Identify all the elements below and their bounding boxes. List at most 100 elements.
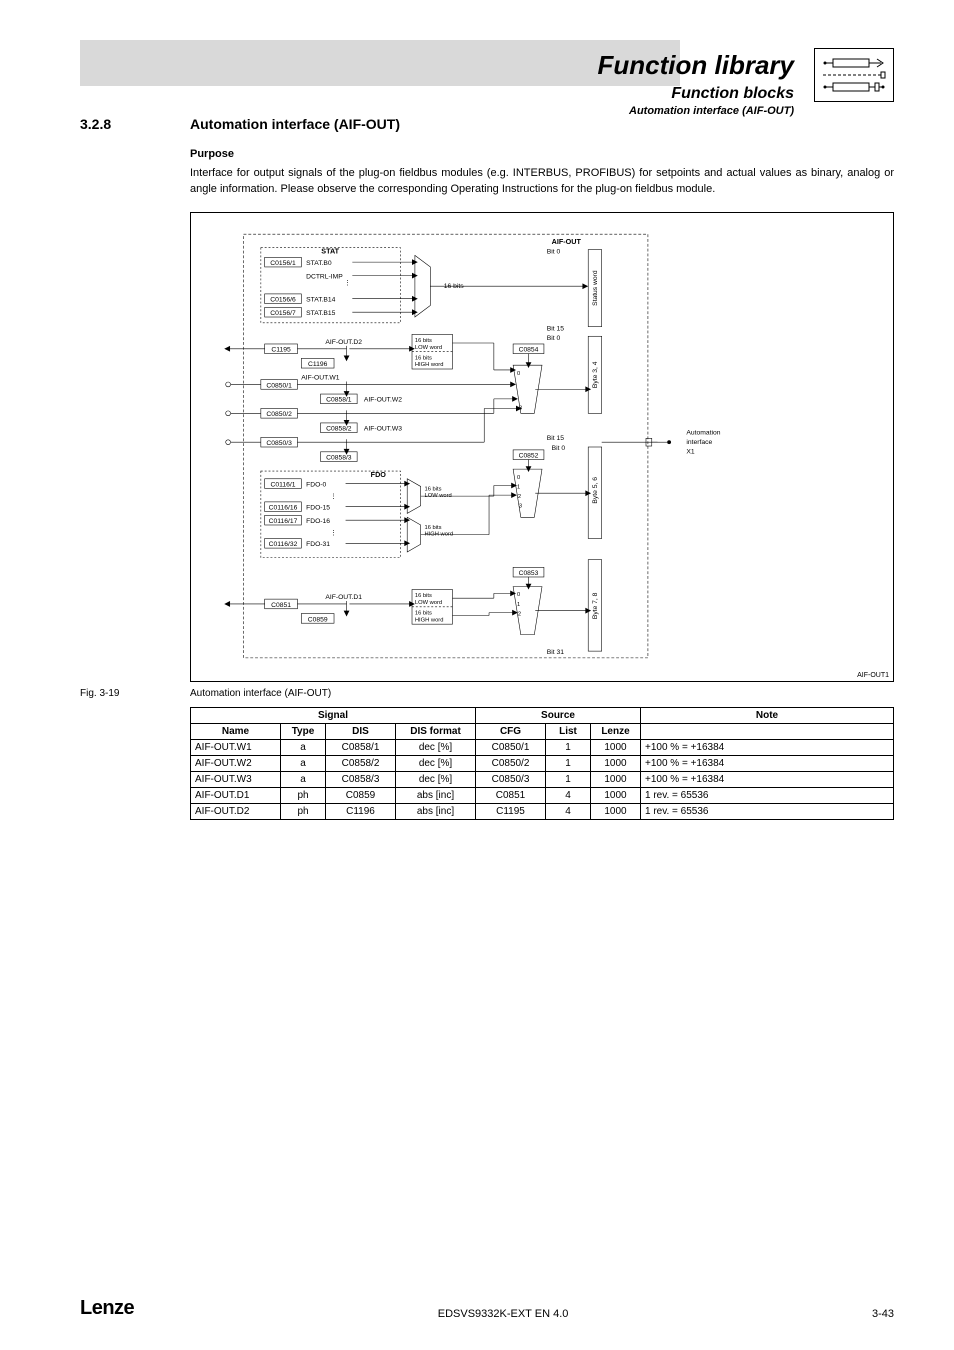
- svg-text:Byte 5, 6: Byte 5, 6: [592, 477, 599, 504]
- page-number: 3-43: [872, 1308, 894, 1320]
- svg-text:C0858/3: C0858/3: [326, 454, 352, 461]
- svg-text:2: 2: [518, 611, 521, 617]
- signal-table: Signal Source Note Name Type DIS DIS for…: [190, 707, 894, 820]
- svg-text:C0858/1: C0858/1: [326, 397, 352, 404]
- th-lenze: Lenze: [591, 723, 641, 739]
- svg-text:LOW word: LOW word: [415, 600, 442, 606]
- purpose-heading: Purpose: [190, 148, 894, 160]
- svg-text:FDO-15: FDO-15: [306, 504, 330, 511]
- svg-text:⋮: ⋮: [330, 493, 337, 500]
- diag-stat-label: STAT: [321, 246, 339, 255]
- svg-text:1: 1: [517, 602, 520, 608]
- svg-text:FDO: FDO: [371, 470, 387, 479]
- svg-text:Bit 31: Bit 31: [547, 649, 564, 656]
- svg-text:AIF-OUT.W2: AIF-OUT.W2: [364, 397, 402, 404]
- brand-logo: Lenze: [80, 1297, 134, 1320]
- svg-text:16 bits: 16 bits: [425, 486, 442, 492]
- svg-text:16 bits: 16 bits: [444, 283, 464, 290]
- svg-text:C0116/17: C0116/17: [269, 518, 298, 525]
- svg-text:interface: interface: [686, 439, 712, 446]
- svg-text:HIGH word: HIGH word: [415, 617, 444, 623]
- svg-text:C1196: C1196: [308, 361, 328, 368]
- table-body: AIF-OUT.W1aC0858/1dec [%]C0850/111000+10…: [191, 739, 894, 819]
- th-disfmt: DIS format: [396, 723, 476, 739]
- svg-text:Bit 15: Bit 15: [547, 325, 564, 332]
- header-text-group: Function library Function blocks Automat…: [598, 50, 794, 117]
- svg-text:FDO-16: FDO-16: [306, 518, 330, 525]
- table-row: AIF-OUT.W3aC0858/3dec [%]C0850/311000+10…: [191, 771, 894, 787]
- svg-text:DCTRL-IMP: DCTRL-IMP: [306, 273, 343, 280]
- svg-text:HIGH word: HIGH word: [415, 362, 444, 368]
- page-header: Function library Function blocks Automat…: [80, 40, 894, 86]
- svg-text:Bit 15: Bit 15: [547, 435, 564, 442]
- svg-text:C0859: C0859: [308, 616, 328, 623]
- purpose-text: Interface for output signals of the plug…: [190, 166, 894, 198]
- doc-id: EDSVS9332K-EXT EN 4.0: [438, 1308, 569, 1320]
- svg-text:C0116/16: C0116/16: [269, 504, 298, 511]
- th-cfg: CFG: [476, 723, 546, 739]
- svg-text:C0116/32: C0116/32: [269, 541, 298, 548]
- header-stripe: [80, 40, 680, 86]
- svg-text:16 bits: 16 bits: [415, 355, 432, 361]
- svg-text:C1195: C1195: [271, 347, 291, 354]
- svg-text:3: 3: [519, 504, 522, 510]
- svg-text:AIF-OUT.D1: AIF-OUT.D1: [325, 594, 362, 601]
- svg-text:16 bits: 16 bits: [425, 525, 442, 531]
- figure-label: Fig. 3-19: [80, 688, 190, 699]
- table-row: AIF-OUT.W1aC0858/1dec [%]C0850/111000+10…: [191, 739, 894, 755]
- svg-text:0: 0: [517, 371, 520, 377]
- figure-caption: Automation interface (AIF-OUT): [190, 688, 331, 699]
- svg-text:Automation: Automation: [686, 429, 720, 436]
- block-diagram: AIF-OUT STAT C0156/1 STAT.B0 DCTRL-IMP ⋮…: [190, 212, 894, 682]
- diag-title: AIF-OUT: [552, 237, 582, 246]
- svg-text:1: 1: [517, 484, 520, 490]
- header-subtitle: Function blocks: [598, 85, 794, 103]
- table-row: AIF-OUT.D2phC1196abs [inc]C1195410001 re…: [191, 803, 894, 819]
- svg-text:STAT.B14: STAT.B14: [306, 296, 336, 303]
- svg-text:C0851: C0851: [271, 602, 291, 609]
- svg-text:C0156/6: C0156/6: [270, 296, 296, 303]
- th-signal: Signal: [191, 707, 476, 723]
- header-icon: [814, 48, 894, 102]
- svg-text:STAT.B15: STAT.B15: [306, 310, 336, 317]
- th-type: Type: [281, 723, 326, 739]
- page: Function library Function blocks Automat…: [0, 0, 954, 1350]
- section-heading-row: 3.2.8 Automation interface (AIF-OUT): [80, 116, 894, 132]
- svg-text:16 bits: 16 bits: [415, 338, 432, 344]
- svg-text:AIF-OUT.D2: AIF-OUT.D2: [325, 339, 362, 346]
- svg-text:FDO-0: FDO-0: [306, 481, 326, 488]
- table-row: AIF-OUT.W2aC0858/2dec [%]C0850/211000+10…: [191, 755, 894, 771]
- svg-text:Byte 3, 4: Byte 3, 4: [592, 361, 599, 388]
- svg-text:⋮: ⋮: [330, 529, 337, 536]
- header-subsubtitle: Automation interface (AIF-OUT): [598, 105, 794, 117]
- svg-text:C0853: C0853: [519, 570, 539, 577]
- svg-text:C0850/3: C0850/3: [266, 440, 292, 447]
- content-body: Purpose Interface for output signals of …: [190, 148, 894, 682]
- svg-text:C0852: C0852: [519, 452, 539, 459]
- svg-text:16 bits: 16 bits: [415, 593, 432, 599]
- table-row: AIF-OUT.D1phC0859abs [inc]C0851410001 re…: [191, 787, 894, 803]
- svg-text:2: 2: [518, 494, 521, 500]
- svg-text:Status word: Status word: [592, 270, 599, 306]
- table-wrap: Signal Source Note Name Type DIS DIS for…: [190, 707, 894, 820]
- svg-text:C0854: C0854: [519, 347, 539, 354]
- svg-text:X1: X1: [686, 449, 694, 456]
- svg-text:C0850/1: C0850/1: [266, 382, 292, 389]
- section-number: 3.2.8: [80, 116, 190, 132]
- page-footer: Lenze EDSVS9332K-EXT EN 4.0 3-43: [80, 1297, 894, 1320]
- svg-text:0: 0: [517, 475, 520, 481]
- svg-text:AIF-OUT.W3: AIF-OUT.W3: [364, 426, 402, 433]
- th-source: Source: [476, 707, 641, 723]
- svg-text:Byte 7, 8: Byte 7, 8: [592, 592, 599, 619]
- svg-text:Bit 0: Bit 0: [547, 335, 561, 342]
- figure-row: Fig. 3-19 Automation interface (AIF-OUT): [80, 688, 894, 699]
- th-note: Note: [641, 707, 894, 723]
- svg-text:Bit 0: Bit 0: [552, 445, 566, 452]
- th-dis: DIS: [326, 723, 396, 739]
- svg-text:C0116/1: C0116/1: [271, 481, 296, 488]
- diagram-footnote: AIF-OUT1: [857, 672, 889, 679]
- svg-text:C0156/1: C0156/1: [270, 260, 296, 267]
- svg-text:STAT.B0: STAT.B0: [306, 260, 332, 267]
- header-title: Function library: [598, 50, 794, 81]
- svg-text:C0858/2: C0858/2: [326, 426, 352, 433]
